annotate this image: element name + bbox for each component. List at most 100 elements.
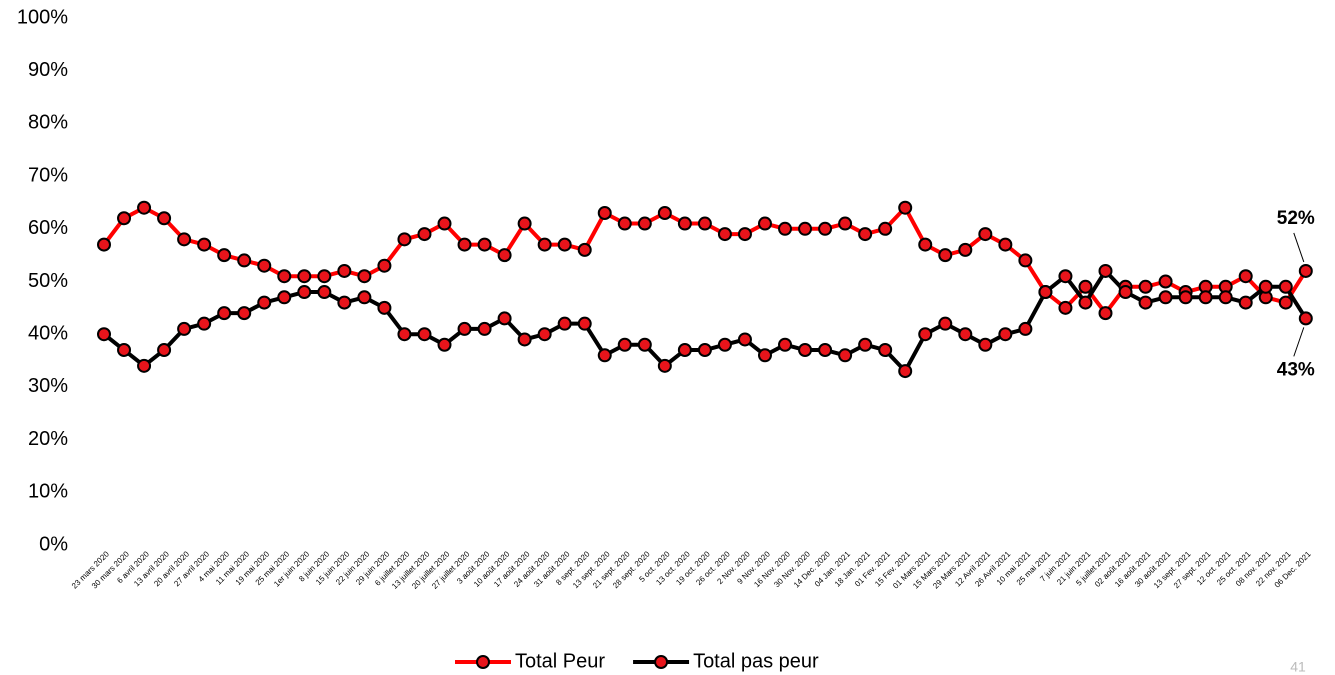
data-point [1138,295,1153,310]
data-point [157,211,172,226]
data-point [597,205,612,220]
data-point [477,321,492,336]
data-point [257,258,272,273]
data-point [1198,290,1213,305]
data-point [757,216,772,231]
data-point [958,327,973,342]
data-point [397,232,412,247]
data-label: 52% [1277,208,1315,229]
data-point [1138,279,1153,294]
data-point [918,237,933,252]
data-point [397,327,412,342]
data-point [317,285,332,300]
data-point [597,348,612,363]
data-point [1218,290,1233,305]
data-point [1258,279,1273,294]
data-point [617,337,632,352]
data-point [818,343,833,358]
data-point [97,327,111,342]
data-point [197,237,212,252]
data-point [778,337,793,352]
data-point [137,358,152,373]
data-point [337,295,352,310]
data-point [938,248,953,263]
legend-marker [476,655,490,669]
data-point [297,269,312,284]
data-point [577,242,592,257]
y-tick-label: 0% [39,533,68,555]
data-point [357,290,372,305]
data-point [537,327,552,342]
data-point [1018,253,1033,268]
y-tick-label: 30% [28,375,68,397]
data-point [557,316,572,331]
data-point [457,321,472,336]
data-point [117,211,132,226]
data-point [938,316,953,331]
y-tick-label: 10% [28,481,68,503]
data-point [417,227,432,242]
data-point [337,263,352,278]
data-point [1018,321,1033,336]
data-point [377,258,392,273]
data-point [918,327,933,342]
data-point [1298,263,1313,278]
data-point [497,311,512,326]
data-point [1098,263,1113,278]
data-point [437,337,452,352]
legend-label: Total pas peur [693,650,819,672]
data-point [637,216,652,231]
data-point [978,337,993,352]
data-point [117,343,132,358]
data-point [898,364,913,379]
data-point [217,306,232,321]
data-point [237,306,252,321]
data-point [737,227,752,242]
y-tick-label: 90% [28,59,68,81]
data-point [878,343,893,358]
data-point [878,221,893,236]
data-point [1238,295,1253,310]
data-point [97,237,111,252]
data-point [1278,279,1293,294]
data-point [1178,290,1193,305]
data-point [798,343,813,358]
data-point [858,227,873,242]
data-point [377,300,392,315]
data-point [737,332,752,347]
data-label: 43% [1277,359,1315,380]
data-point [898,200,913,215]
data-point [357,269,372,284]
data-point [537,237,552,252]
data-point [197,316,212,331]
page-number: 41 [1290,659,1306,675]
data-point [157,343,172,358]
legend-marker [654,655,669,669]
data-point [998,327,1013,342]
data-point [477,237,492,252]
data-point [677,216,692,231]
leader-line [1293,327,1305,357]
data-point [517,216,532,231]
data-point [958,242,973,257]
data-point [838,348,853,363]
data-point [437,216,452,231]
data-point [1038,285,1053,300]
data-point [998,237,1013,252]
y-tick-label: 80% [28,112,68,134]
y-tick-label: 60% [28,217,68,239]
data-point [137,200,152,215]
data-point [557,237,572,252]
data-point [1058,269,1073,284]
data-point [177,232,192,247]
data-point [317,269,332,284]
data-point [1078,295,1093,310]
data-point [1158,274,1173,289]
data-point [457,237,472,252]
data-point [677,343,692,358]
data-point [577,316,592,331]
data-point [1098,306,1113,321]
data-point [1118,285,1133,300]
y-tick-label: 70% [28,164,68,186]
